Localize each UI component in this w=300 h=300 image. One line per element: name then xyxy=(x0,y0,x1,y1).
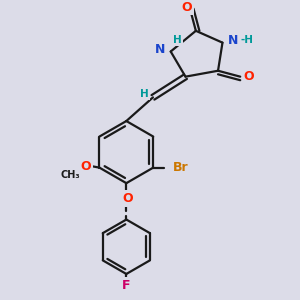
Text: O: O xyxy=(81,160,92,172)
Text: N: N xyxy=(155,43,165,56)
Text: CH₃: CH₃ xyxy=(60,170,80,180)
Text: -H: -H xyxy=(241,35,254,45)
Text: O: O xyxy=(182,1,192,13)
Text: Br: Br xyxy=(172,161,188,174)
Text: H: H xyxy=(173,35,182,45)
Text: F: F xyxy=(122,279,130,292)
Text: O: O xyxy=(244,70,254,83)
Text: O: O xyxy=(122,192,133,205)
Text: N: N xyxy=(228,34,238,47)
Text: H: H xyxy=(140,89,148,99)
